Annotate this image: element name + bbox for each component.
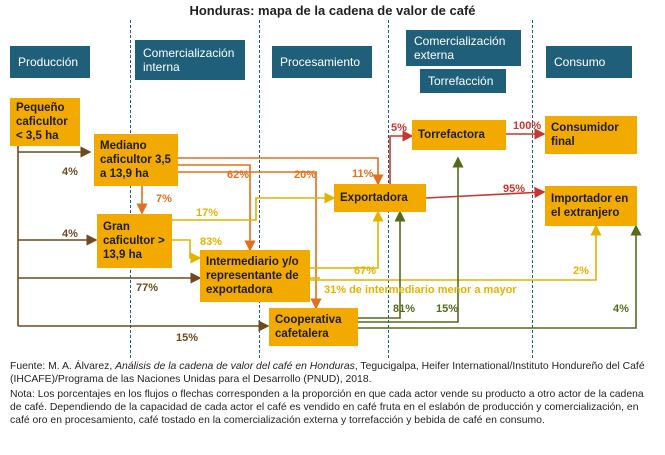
label-mediano-intermediario: 62% [227,169,250,181]
label-pequeno-mediano: 4% [62,166,78,178]
label-mediano-gran: 7% [156,193,172,205]
node-intermediario: Intermediario y/o representante de expor… [200,250,310,302]
diagram-title: Honduras: mapa de la cadena de valor de … [189,3,476,18]
label-intermediario-exportadora: 67% [354,265,377,277]
label-mediano-cooperativa: 20% [294,169,317,181]
label-pequeno-gran: 4% [62,228,78,240]
label-gran-intermediario: 83% [200,236,223,248]
label-intermediario-mayor: 31% de intermediario menor a mayor [324,284,517,296]
label-exportadora-importador: 95% [503,183,526,195]
node-pequeno-caficultor: Pequeño caficultor < 3,5 ha [10,98,80,146]
node-exportadora: Exportadora [334,184,426,212]
stage-procesamiento: Procesamiento [272,46,372,78]
flow-mediano-intermediario [178,164,256,252]
label-pequeno-intermediario: 77% [136,282,159,294]
source-title: Análisis de la cadena de valor del café … [115,361,355,372]
label-cooperativa-torrefactora: 15% [436,303,459,315]
node-mediano-caficultor: Mediano caficultor 3,5 a 13,9 ha [94,134,178,186]
node-consumidor-final: Consumidor final [545,116,637,154]
label-cooperativa-importador: 4% [613,303,629,315]
stage-comercializacion-interna: Comercialización interna [135,40,245,80]
flow-exportadora-importador [425,186,546,199]
stage-consumo: Consumo [546,46,632,78]
flow-mediano-exportadora [178,157,384,186]
node-torrefactora: Torrefactora [412,120,506,150]
label-gran-exportadora: 17% [196,207,219,219]
flow-intermediario-exportadora [310,210,384,269]
flow-cooperativa-exportadora [358,210,406,319]
source-note: Fuente: M. A. Álvarez, Análisis de la ca… [10,361,655,387]
stage-produccion: Producción [10,46,90,78]
label-torrefactora-consumidor: 100% [513,120,542,132]
flow-cooperativa-importador [358,224,642,329]
label-mediano-exportadora: 11% [352,168,374,180]
source-rest: , Tegucigalpa, Heifer International/Inst… [10,361,645,385]
label-pequeno-cooperativa: 15% [176,332,199,344]
node-gran-caficultor: Gran caficultor > 13,9 ha [97,214,172,268]
node-cooperativa: Cooperativa cafetalera [269,308,358,346]
flow-intermediario-importador [310,224,602,281]
divider-4 [532,20,533,358]
divider-1 [130,20,131,358]
label-cooperativa-exportadora: 81% [393,303,416,315]
source-prefix: Fuente: M. A. Álvarez, [10,361,116,372]
node-importador: Importador en el extranjero [545,186,637,226]
divider-2 [259,20,260,358]
flow-cooperativa-torrefactora [358,156,464,323]
stage-torrefaccion: Torrefacción [420,69,506,93]
stage-comercializacion-externa: Comercialización externa [406,30,521,66]
methodology-note: Nota: Los porcentajes en los flujos o fl… [10,389,644,426]
label-exportadora-torrefactora: 5% [391,122,407,134]
label-intermediario-importador: 2% [573,265,589,277]
flow-gran-exportadora [172,192,336,221]
flow-gran-intermediario [172,239,202,264]
flow-exportadora-torrefactora [389,130,414,184]
flow-mediano-cooperativa [178,171,322,310]
